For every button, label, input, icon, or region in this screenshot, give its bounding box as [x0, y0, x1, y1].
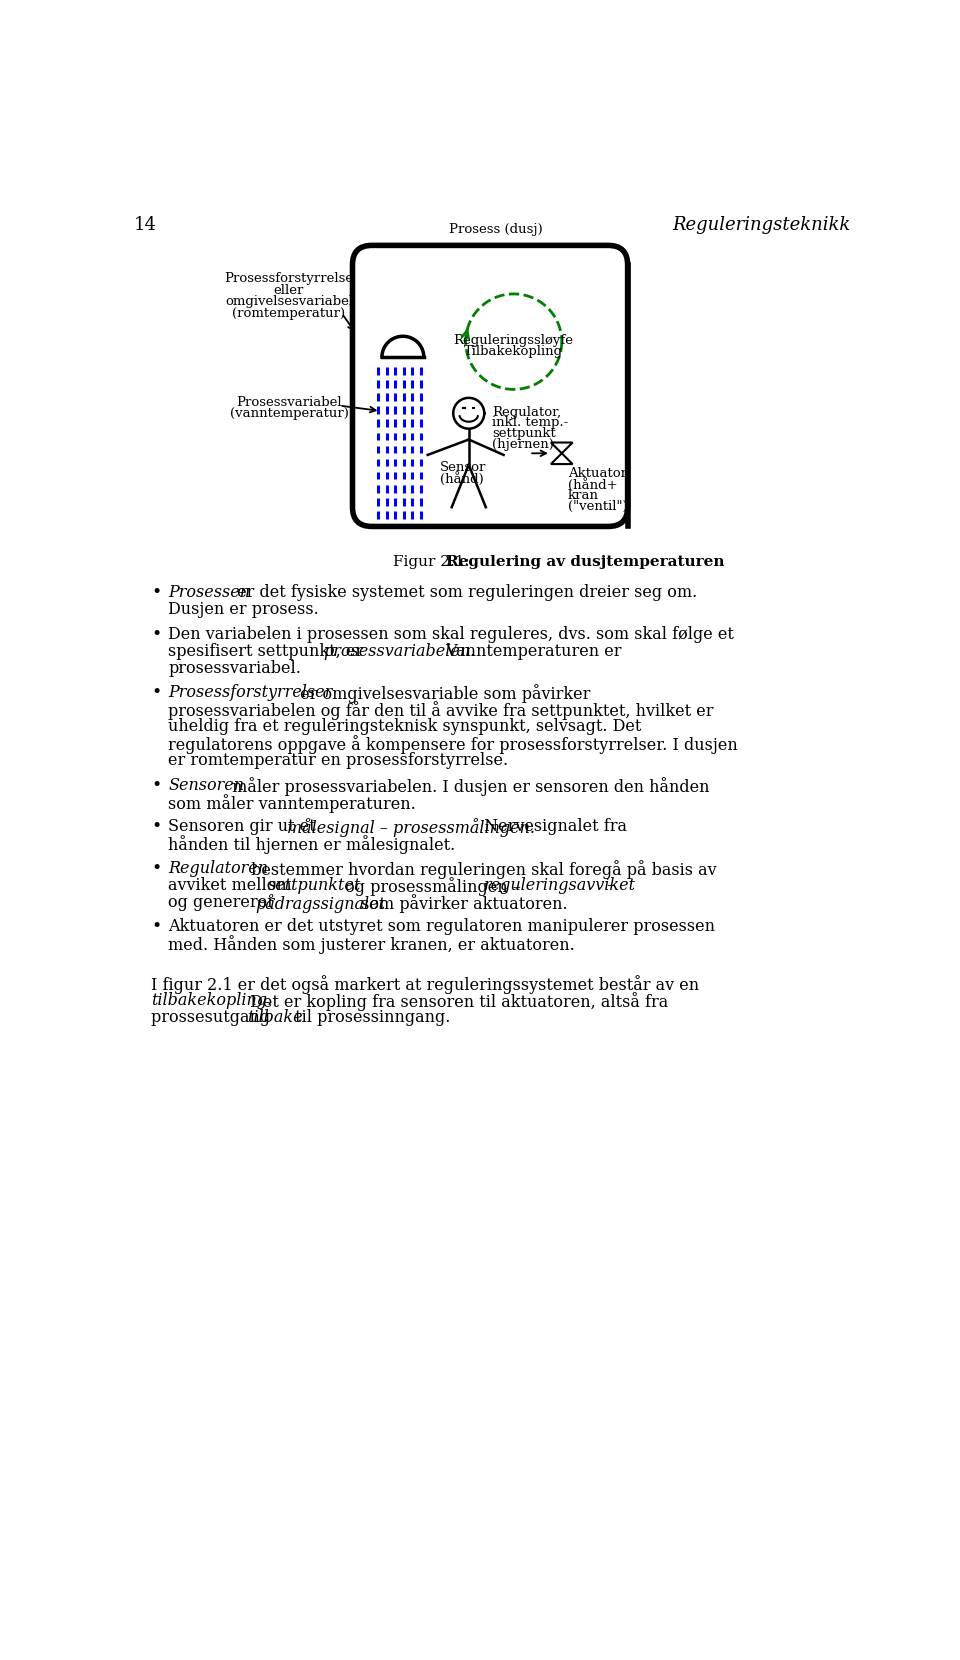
Text: hånden til hjernen er målesignalet.: hånden til hjernen er målesignalet. — [168, 835, 455, 855]
Text: Prosessvariabel: Prosessvariabel — [236, 395, 342, 408]
Text: som måler vanntemperaturen.: som måler vanntemperaturen. — [168, 793, 416, 812]
Text: Reguleringsteknikk: Reguleringsteknikk — [672, 216, 850, 234]
Text: uheldig fra et reguleringsteknisk synspunkt, selvsagt. Det: uheldig fra et reguleringsteknisk synspu… — [168, 719, 641, 735]
Polygon shape — [551, 443, 572, 453]
Text: målesignal – prosessmålingen.: målesignal – prosessmålingen. — [286, 818, 535, 837]
Text: Sensor: Sensor — [440, 461, 487, 475]
Text: Regulering av dusjtemperaturen: Regulering av dusjtemperaturen — [445, 554, 724, 569]
Text: Aktuatoren er det utstyret som regulatoren manipulerer prosessen: Aktuatoren er det utstyret som regulator… — [168, 918, 715, 935]
Text: (romtemperatur): (romtemperatur) — [232, 307, 346, 320]
Polygon shape — [551, 453, 572, 465]
Text: Figur 2.1:: Figur 2.1: — [393, 554, 474, 569]
Text: Aktuator: Aktuator — [568, 466, 627, 480]
Text: Det er kopling fra sensoren til aktuatoren, altså fra: Det er kopling fra sensoren til aktuator… — [245, 993, 668, 1011]
Text: Regulator,: Regulator, — [492, 405, 562, 418]
Text: •: • — [151, 626, 161, 642]
Text: tilbakekopling.: tilbakekopling. — [151, 993, 272, 1009]
Text: •: • — [151, 584, 161, 601]
Text: settpunktet: settpunktet — [268, 876, 361, 893]
Text: (hånd): (hånd) — [440, 471, 484, 486]
Text: prossesutgang: prossesutgang — [151, 1009, 276, 1026]
Text: Nervesignalet fra: Nervesignalet fra — [479, 818, 627, 835]
Text: •: • — [151, 860, 161, 876]
Text: prosessvariabelen og får den til å avvike fra settpunktet, hvilket er: prosessvariabelen og får den til å avvik… — [168, 701, 713, 720]
Text: •: • — [151, 918, 161, 935]
Text: (vanntemperatur): (vanntemperatur) — [229, 407, 348, 420]
Text: eller: eller — [274, 284, 304, 297]
Text: Dusjen er prosess.: Dusjen er prosess. — [168, 601, 319, 618]
Text: omgivelsesvariabel: omgivelsesvariabel — [225, 295, 353, 309]
Text: Den variabelen i prosessen som skal reguleres, dvs. som skal følge et: Den variabelen i prosessen som skal regu… — [168, 626, 734, 642]
Text: er romtemperatur en prosessforstyrrelse.: er romtemperatur en prosessforstyrrelse. — [168, 752, 508, 769]
Text: med. Hånden som justerer kranen, er aktuatoren.: med. Hånden som justerer kranen, er aktu… — [168, 935, 575, 954]
Text: som påvirker aktuatoren.: som påvirker aktuatoren. — [355, 893, 567, 913]
Text: settpunkt: settpunkt — [492, 427, 556, 440]
Text: avviket mellom: avviket mellom — [168, 876, 297, 893]
Text: –: – — [602, 876, 615, 893]
Text: Regulatoren: Regulatoren — [168, 860, 268, 876]
Text: bestemmer hvordan reguleringen skal foregå på basis av: bestemmer hvordan reguleringen skal fore… — [246, 860, 716, 878]
Text: prosessvariabelen.: prosessvariabelen. — [324, 642, 475, 659]
Text: kran: kran — [568, 488, 599, 501]
Text: inkl. temp.-: inkl. temp.- — [492, 417, 568, 430]
Text: (hjernen): (hjernen) — [492, 438, 554, 452]
Text: til prosessinngang.: til prosessinngang. — [291, 1009, 451, 1026]
Text: Prosess (dusj): Prosess (dusj) — [449, 222, 542, 236]
Text: •: • — [151, 684, 161, 701]
Text: Sensoren: Sensoren — [168, 777, 244, 793]
Text: Vanntemperaturen er: Vanntemperaturen er — [442, 642, 622, 659]
Text: Reguleringssløyfe: Reguleringssløyfe — [454, 334, 574, 347]
Text: reguleringsavviket: reguleringsavviket — [484, 876, 636, 893]
Text: og prosessmålingen –: og prosessmålingen – — [340, 876, 526, 896]
Text: pådragssignalet: pådragssignalet — [254, 893, 385, 913]
Text: Prosessen: Prosessen — [168, 584, 250, 601]
Text: 14: 14 — [134, 216, 156, 234]
Text: regulatorens oppgave å kompensere for prosessforstyrrelser. I dusjen: regulatorens oppgave å kompensere for pr… — [168, 735, 738, 754]
Text: spesifisert settpunkt, er: spesifisert settpunkt, er — [168, 642, 369, 659]
Text: Prosessforstyrrelser: Prosessforstyrrelser — [168, 684, 332, 701]
Text: Tilbakekopling: Tilbakekopling — [464, 345, 564, 357]
Text: •: • — [151, 818, 161, 835]
Text: tilbake: tilbake — [248, 1009, 303, 1026]
Text: •: • — [151, 777, 161, 793]
Text: måler prosessvariabelen. I dusjen er sensoren den hånden: måler prosessvariabelen. I dusjen er sen… — [227, 777, 709, 795]
Text: prosessvariabel.: prosessvariabel. — [168, 659, 300, 677]
Text: og genererer: og genererer — [168, 893, 280, 911]
Text: er det fysiske systemet som reguleringen dreier seg om.: er det fysiske systemet som reguleringen… — [231, 584, 697, 601]
Text: Sensoren gir ut et: Sensoren gir ut et — [168, 818, 321, 835]
Text: I figur 2.1 er det også markert at reguleringssystemet består av en: I figur 2.1 er det også markert at regul… — [151, 976, 699, 994]
Text: er omgivelsesvariable som påvirker: er omgivelsesvariable som påvirker — [296, 684, 590, 704]
Text: Prosessforstyrrelse: Prosessforstyrrelse — [225, 272, 353, 286]
Text: (hånd+: (hånd+ — [568, 478, 617, 491]
Text: ("ventil"): ("ventil") — [568, 500, 628, 513]
